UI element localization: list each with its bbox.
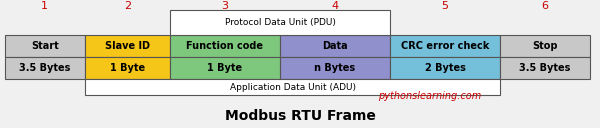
Text: 1 Byte: 1 Byte (208, 63, 242, 73)
Text: Slave ID: Slave ID (105, 41, 150, 51)
Bar (5, 57, 85, 79)
Text: 1: 1 (41, 1, 47, 11)
Text: Start: Start (31, 41, 59, 51)
Text: 2 Bytes: 2 Bytes (425, 63, 466, 73)
Bar (500, 35, 590, 57)
Bar (5, 35, 85, 57)
Bar (170, 10, 390, 35)
Text: Function code: Function code (187, 41, 263, 51)
Bar (390, 57, 500, 79)
Text: 6: 6 (542, 1, 548, 11)
Bar (85, 79, 500, 95)
Text: CRC error check: CRC error check (401, 41, 489, 51)
Text: 3: 3 (221, 1, 229, 11)
Bar (280, 35, 390, 57)
Text: Data: Data (322, 41, 348, 51)
Bar (170, 35, 280, 57)
Text: n Bytes: n Bytes (314, 63, 356, 73)
Text: Protocol Data Unit (PDU): Protocol Data Unit (PDU) (224, 18, 335, 27)
Text: Stop: Stop (532, 41, 558, 51)
Text: pythonslearning.com: pythonslearning.com (379, 91, 482, 101)
Bar (390, 35, 500, 57)
Bar (500, 57, 590, 79)
Text: 4: 4 (331, 1, 338, 11)
Text: 5: 5 (442, 1, 449, 11)
Text: 1 Byte: 1 Byte (110, 63, 145, 73)
Text: 3.5 Bytes: 3.5 Bytes (19, 63, 71, 73)
Bar (85, 35, 170, 57)
Text: 3.5 Bytes: 3.5 Bytes (520, 63, 571, 73)
Text: Application Data Unit (ADU): Application Data Unit (ADU) (229, 83, 355, 92)
Text: Modbus RTU Frame: Modbus RTU Frame (224, 109, 376, 123)
Bar (170, 57, 280, 79)
Bar (280, 57, 390, 79)
Bar (85, 57, 170, 79)
Text: 2: 2 (124, 1, 131, 11)
